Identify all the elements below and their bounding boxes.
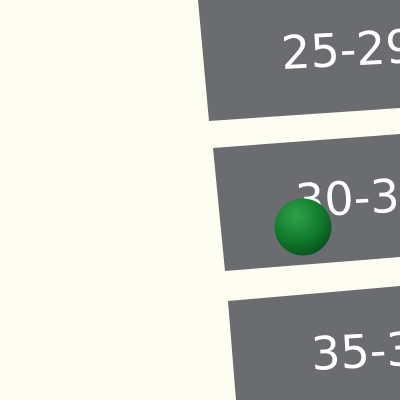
age-button[interactable]: 25-29: [198, 0, 400, 121]
pointer-sphere: [274, 198, 332, 256]
button-label: 25-29: [280, 19, 400, 80]
button-label: 35-3: [310, 322, 400, 381]
button-panel: [198, 0, 400, 121]
button-panel: [228, 286, 400, 400]
age-button[interactable]: 35-3: [228, 286, 400, 400]
